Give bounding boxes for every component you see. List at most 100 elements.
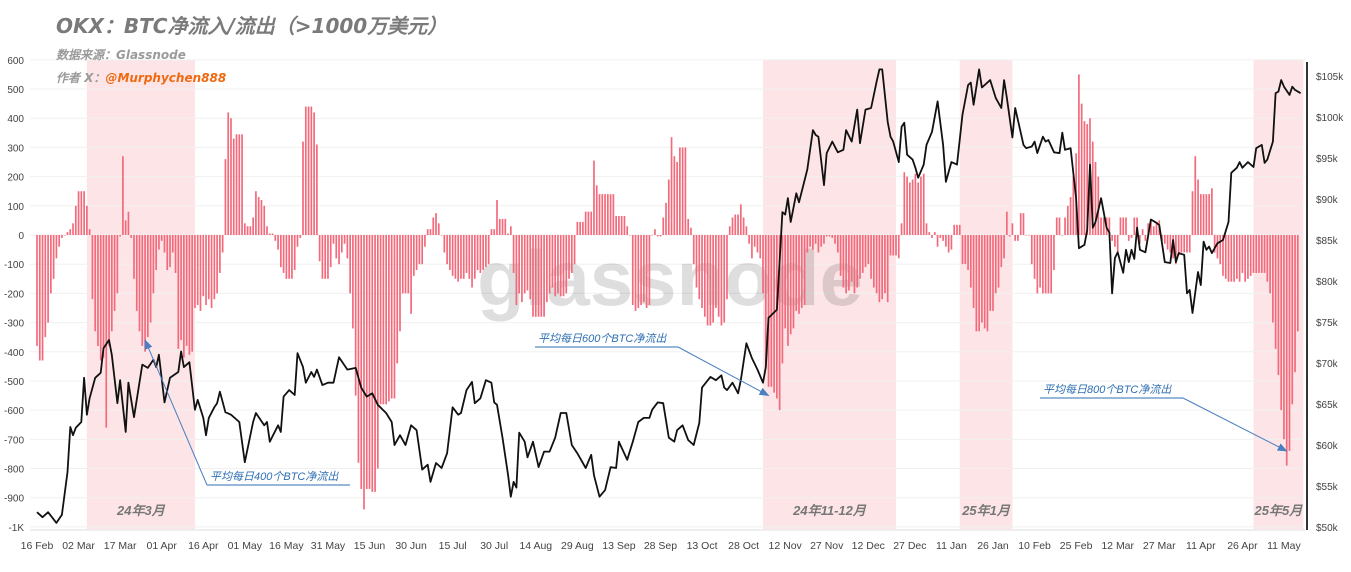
net-flow-bar [1042, 235, 1044, 294]
net-flow-bar [864, 235, 867, 268]
net-flow-bar [144, 235, 146, 352]
net-flow-bar [507, 233, 509, 235]
net-flow-bar [374, 235, 376, 492]
net-flow-bar [47, 235, 49, 323]
net-flow-bar [1019, 213, 1022, 235]
net-flow-bar [413, 235, 415, 276]
net-flow-bar [191, 235, 194, 352]
net-flow-bar [914, 173, 917, 235]
net-flow-bar [692, 235, 695, 265]
net-flow-bar [296, 235, 299, 247]
right-tick-label: $100k [1316, 113, 1344, 124]
x-tick-label: 13 Oct [687, 540, 718, 552]
net-flow-bar [183, 235, 185, 358]
net-flow-bar [329, 235, 332, 268]
net-flow-bar [501, 218, 504, 235]
net-flow-bar [1177, 235, 1180, 256]
net-flow-bar [509, 226, 512, 235]
net-flow-bar [252, 217, 254, 235]
author-handle[interactable]: @Murphychen888 [105, 71, 227, 85]
net-flow-bar [407, 235, 410, 294]
right-tick-label: $95k [1316, 154, 1339, 165]
right-tick-label: $65k [1316, 400, 1339, 411]
net-flow-bar [498, 218, 501, 235]
net-flow-bar [440, 235, 443, 236]
net-flow-bar [385, 235, 387, 405]
net-flow-bar [792, 235, 795, 329]
net-flow-bar [504, 218, 507, 235]
net-flow-bar [1125, 217, 1127, 235]
net-flow-bar [1224, 235, 1227, 279]
net-flow-bar [313, 112, 315, 235]
left-tick-label: -1K [8, 523, 24, 534]
net-flow-bar [992, 235, 994, 311]
net-flow-bar [767, 235, 770, 387]
net-flow-bar [393, 235, 396, 399]
net-flow-bar [975, 235, 978, 332]
annotation-arrow [677, 346, 770, 397]
net-flow-bar [1047, 235, 1050, 294]
x-tick-label: 29 Aug [561, 540, 594, 552]
net-flow-bar [958, 224, 961, 235]
net-flow-bar [243, 223, 246, 235]
net-flow-bar [845, 235, 847, 294]
net-flow-bar [925, 223, 928, 235]
net-flow-bar [548, 235, 551, 294]
left-tick-label: 300 [7, 143, 24, 154]
x-tick-label: 15 Jun [354, 540, 386, 552]
net-flow-bar [460, 235, 462, 279]
net-flow-bar [432, 217, 435, 235]
net-flow-bar [676, 162, 678, 235]
left-tick-label: -500 [4, 377, 24, 388]
net-flow-bar [1086, 124, 1089, 235]
x-tick-label: 11 May [1267, 540, 1301, 552]
net-flow-bar [670, 137, 673, 235]
net-flow-bar [171, 235, 174, 253]
x-tick-label: 26 Apr [1227, 540, 1258, 552]
net-flow-bar [349, 235, 351, 294]
net-flow-bar [166, 235, 169, 271]
net-flow-bar [900, 223, 903, 235]
net-flow-bar [679, 147, 681, 235]
net-flow-bar [1269, 235, 1271, 294]
x-tick-label: 16 Apr [188, 540, 219, 552]
net-flow-bar [1252, 235, 1255, 273]
net-flow-bar [726, 235, 728, 300]
net-flow-bar [806, 235, 809, 253]
net-flow-bar [659, 235, 662, 237]
net-flow-bar [1294, 235, 1296, 373]
net-flow-bar [335, 235, 338, 259]
net-flow-bar [1130, 235, 1133, 238]
net-flow-bar [185, 235, 188, 346]
net-flow-bar [1139, 235, 1141, 244]
net-flow-bar [1263, 235, 1266, 273]
annotation-text: 平均每日800个BTC净流出 [1043, 383, 1172, 396]
net-flow-bar [496, 199, 498, 235]
net-flow-bar [1122, 217, 1125, 235]
left-tick-label: -900 [4, 494, 24, 505]
net-flow-bar [601, 194, 604, 235]
net-flow-bar [742, 217, 745, 235]
net-flow-bar [122, 156, 124, 235]
net-flow-bar [695, 235, 698, 288]
net-flow-bar [454, 235, 457, 279]
net-flow-bar [886, 235, 889, 303]
net-flow-bar [551, 235, 554, 288]
net-flow-bar [972, 235, 975, 308]
net-flow-bar [119, 235, 121, 237]
annotations: 平均每日400个BTC净流出 平均每日600个BTC净流出平均每日800个BTC净… [144, 332, 1288, 486]
net-flow-bar [194, 235, 196, 308]
net-flow-bar [255, 191, 257, 235]
net-flow-bar [936, 235, 939, 247]
x-tick-label: 01 May [228, 540, 263, 552]
net-flow-bar [457, 235, 460, 282]
net-flow-bar [493, 229, 496, 235]
net-flow-bar [97, 235, 99, 346]
net-flow-bar [285, 235, 288, 279]
net-flow-bar [437, 223, 440, 235]
net-flow-bar [512, 235, 515, 273]
net-flow-bar [1244, 235, 1247, 282]
net-flow-bar [202, 235, 205, 297]
net-flow-bar [86, 205, 88, 235]
net-flow-bar [731, 217, 734, 235]
